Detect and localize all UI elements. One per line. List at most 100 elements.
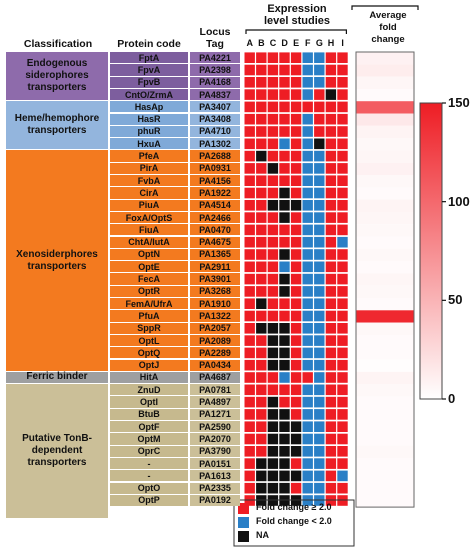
protein-code: FiuA bbox=[110, 224, 188, 236]
expression-cell bbox=[302, 200, 313, 211]
expression-cell bbox=[256, 347, 267, 359]
protein-code: OptP bbox=[110, 494, 188, 507]
expression-cell bbox=[267, 150, 279, 162]
expression-cell bbox=[267, 89, 279, 100]
expression-cell bbox=[256, 409, 267, 420]
expression-cell bbox=[279, 273, 290, 285]
expression-cell bbox=[302, 458, 313, 469]
expression-cell bbox=[244, 224, 255, 236]
expression-cell bbox=[325, 89, 337, 100]
expression-cell bbox=[267, 359, 279, 371]
expression-cell bbox=[244, 396, 255, 408]
expression-cell bbox=[256, 310, 267, 322]
locus-tag: PA4514 bbox=[190, 199, 240, 211]
expression-cell bbox=[244, 433, 255, 445]
expression-cell bbox=[302, 433, 313, 445]
expression-cell bbox=[290, 433, 302, 445]
expression-bracket bbox=[245, 29, 347, 34]
group-1: Heme/hemophore transporters bbox=[6, 101, 108, 150]
expression-cell bbox=[244, 335, 255, 346]
expression-cell bbox=[314, 224, 325, 236]
colorbar-tick-label: 150 bbox=[448, 95, 470, 110]
expression-cell bbox=[256, 286, 267, 297]
expression-cell bbox=[302, 236, 313, 248]
expression-cell bbox=[302, 212, 313, 223]
expression-cell bbox=[314, 126, 325, 137]
expression-cell bbox=[267, 458, 279, 469]
expression-cell bbox=[256, 249, 267, 260]
average-fold-cell bbox=[356, 138, 414, 151]
expression-cell bbox=[290, 77, 302, 88]
expression-cell bbox=[314, 261, 325, 273]
expression-cell bbox=[256, 64, 267, 76]
expression-cell bbox=[325, 126, 337, 137]
locus-tag: PA4897 bbox=[190, 396, 240, 408]
expression-cell bbox=[290, 101, 302, 113]
expression-cell bbox=[256, 212, 267, 223]
expression-cell bbox=[314, 409, 325, 420]
expression-cell bbox=[325, 200, 337, 211]
expression-cell bbox=[325, 482, 337, 494]
legend-swatch-black bbox=[238, 531, 249, 542]
expression-cell bbox=[244, 470, 255, 482]
protein-code: OptR bbox=[110, 285, 188, 297]
protein-code: HasR bbox=[110, 113, 188, 125]
expression-cell bbox=[279, 310, 290, 322]
protein-code: PirA bbox=[110, 162, 188, 174]
expression-cell bbox=[337, 101, 348, 113]
expression-cell bbox=[244, 212, 255, 223]
expression-cell bbox=[267, 101, 279, 113]
expression-header: Expression level studies bbox=[263, 3, 331, 27]
expression-cell bbox=[244, 421, 255, 432]
locus-tag: PA2688 bbox=[190, 150, 240, 162]
expression-cell bbox=[244, 286, 255, 297]
expression-cell bbox=[256, 335, 267, 346]
protein-code: SppR bbox=[110, 322, 188, 334]
expression-cell bbox=[290, 310, 302, 322]
expression-cell bbox=[302, 347, 313, 359]
expression-cell bbox=[325, 286, 337, 297]
expression-cell bbox=[325, 470, 337, 482]
average-fold-cell bbox=[356, 445, 414, 458]
expression-cell bbox=[256, 113, 267, 125]
expression-cell bbox=[267, 236, 279, 248]
expression-cell bbox=[337, 138, 348, 150]
expression-cell bbox=[325, 298, 337, 309]
expression-cell bbox=[244, 163, 255, 174]
expression-cell bbox=[267, 310, 279, 322]
expression-cell bbox=[290, 212, 302, 223]
expression-cell bbox=[256, 433, 267, 445]
expression-cell bbox=[314, 359, 325, 371]
average-fold-cell bbox=[356, 310, 414, 323]
protein-code: ChtA/IutA bbox=[110, 236, 188, 248]
expression-cell bbox=[337, 396, 348, 408]
protein-code: FoxA/OptS bbox=[110, 211, 188, 224]
group-0: Endogenous siderophores transporters bbox=[6, 52, 108, 101]
expression-cell bbox=[325, 224, 337, 236]
protein-code: - bbox=[110, 470, 188, 482]
expression-cell bbox=[244, 113, 255, 125]
expression-cell bbox=[290, 482, 302, 494]
locus-tag: PA4710 bbox=[190, 125, 240, 138]
expression-cell bbox=[337, 446, 348, 457]
expression-cell bbox=[302, 323, 313, 334]
expression-cell bbox=[279, 384, 290, 396]
study-letter-f: F bbox=[305, 38, 311, 48]
expression-cell bbox=[267, 126, 279, 137]
expression-cell bbox=[256, 421, 267, 432]
expression-cell bbox=[290, 421, 302, 432]
expression-cell bbox=[314, 113, 325, 125]
expression-cell bbox=[267, 384, 279, 396]
expression-cell bbox=[302, 138, 313, 150]
expression-cell bbox=[314, 89, 325, 100]
expression-cell bbox=[267, 212, 279, 223]
locus-tag: PA3901 bbox=[190, 273, 240, 285]
expression-cell bbox=[325, 175, 337, 186]
locus-tag: PA1302 bbox=[190, 138, 240, 150]
locus-tag: PA0434 bbox=[190, 359, 240, 371]
expression-cell bbox=[337, 163, 348, 174]
expression-cell bbox=[290, 89, 302, 100]
expression-cell bbox=[290, 138, 302, 150]
expression-cell bbox=[244, 150, 255, 162]
group-2: Xenosiderphores transporters bbox=[6, 150, 108, 371]
